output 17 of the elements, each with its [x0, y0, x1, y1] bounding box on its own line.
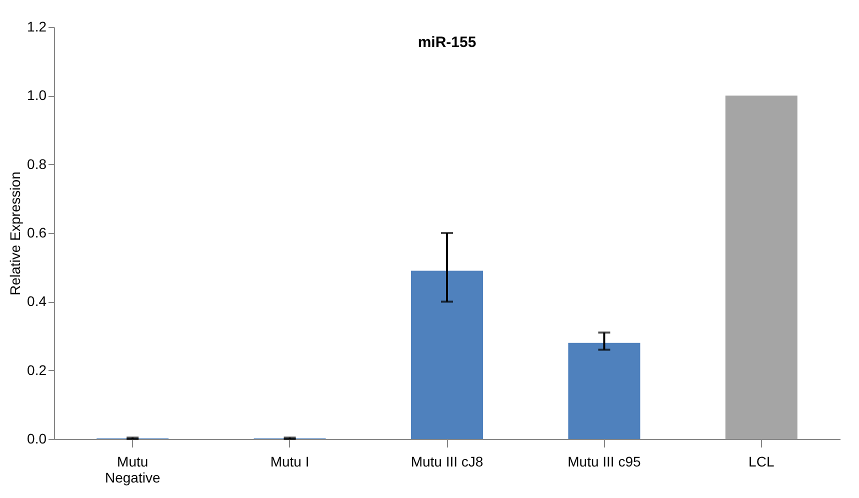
y-tick-label: 0.2 — [27, 362, 47, 378]
y-tick-label: 0.4 — [27, 293, 47, 310]
bar — [411, 270, 483, 439]
y-tick-label: 1.2 — [27, 18, 47, 34]
y-axis-title: Relative Expression — [7, 172, 24, 296]
y-tick-label: 1.0 — [27, 87, 47, 104]
x-tick-label: Mutu Negative — [104, 454, 160, 486]
bar — [725, 96, 798, 439]
y-tick-label: 0.6 — [27, 224, 47, 240]
y-tick-label: 0.0 — [27, 430, 47, 446]
y-tick-label: 0.8 — [27, 156, 47, 172]
x-tick-label: LCL — [748, 454, 774, 470]
chart-title: miR-155 — [418, 34, 476, 51]
x-tick-label: Mutu III c95 — [568, 454, 641, 470]
bar — [568, 342, 640, 439]
x-tick-label: Mutu III cJ8 — [410, 454, 484, 470]
x-tick-label: Mutu I — [270, 454, 310, 470]
